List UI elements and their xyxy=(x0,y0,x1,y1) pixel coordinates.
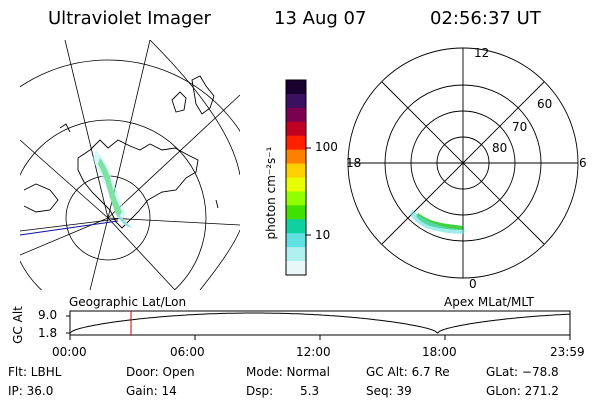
colorbar-segment xyxy=(286,191,306,206)
mode-info: Mode: Normal xyxy=(246,365,330,379)
polar-meridian-diag xyxy=(381,81,545,245)
orbit-altitude-curve xyxy=(69,312,571,334)
mlt-6-label: 6 xyxy=(579,156,587,170)
coast-fragment xyxy=(23,183,59,213)
aurora-halo xyxy=(92,150,126,222)
instrument-title: Ultraviolet Imager xyxy=(48,8,211,29)
orbit-x-label-0: 00:00 xyxy=(52,345,87,359)
geo-meridian xyxy=(64,40,109,219)
orbit-x-label-4: 23:59 xyxy=(550,345,585,359)
gc-alt-info: GC Alt: 6.7 Re xyxy=(366,365,450,379)
seq-info: Seq: 39 xyxy=(366,384,412,398)
gain-info: Gain: 14 xyxy=(126,384,177,398)
orbit-x-label-1: 06:00 xyxy=(170,345,205,359)
geo-meridian xyxy=(89,217,109,290)
geo-lat-circle xyxy=(20,59,240,132)
colorbar-segment xyxy=(286,163,306,178)
date-label: 13 Aug 07 xyxy=(274,8,367,29)
colorbar-segment xyxy=(286,149,306,165)
coast-fragment xyxy=(215,199,219,209)
coast-fragment xyxy=(59,123,71,133)
colorbar-segment xyxy=(286,219,306,234)
geo-panel-caption: Geographic Lat/Lon xyxy=(69,295,187,309)
polar-panel-caption: Apex MLat/MLT xyxy=(444,295,534,309)
dsp-label: Dsp: xyxy=(246,384,274,398)
polar-aurora xyxy=(410,210,465,234)
colorbar-segment xyxy=(286,80,306,95)
mlt-12-label: 12 xyxy=(474,46,490,60)
mlt-18-label: 18 xyxy=(346,156,362,170)
orbit-x-ticks xyxy=(69,335,571,340)
coast-fragment xyxy=(191,75,215,115)
glat-info: GLat: −78.8 xyxy=(486,365,559,379)
lat-70-label: 70 xyxy=(512,120,528,134)
colorbar-segment xyxy=(286,205,306,220)
antarctica-coast xyxy=(77,139,199,229)
track-line xyxy=(19,218,119,232)
polar-grid xyxy=(347,47,579,279)
geo-limb xyxy=(199,229,240,290)
time-label: 02:56:37 UT xyxy=(430,8,541,29)
geo-meridian xyxy=(20,139,109,219)
geo-aurora xyxy=(92,150,132,228)
mlt-0-label: 0 xyxy=(469,277,477,291)
colorbar-frame xyxy=(285,79,307,276)
colorbar-segment xyxy=(286,233,306,248)
track-line xyxy=(19,220,119,236)
ip-info: IP: 36.0 xyxy=(8,384,54,398)
orbit-y-top-label: 9.0 xyxy=(38,308,58,322)
lat-80-label: 80 xyxy=(492,141,508,155)
dsp-value: 5.3 xyxy=(300,384,320,398)
colorbar-label-100: 100 xyxy=(315,140,338,154)
geo-meridian xyxy=(107,217,176,290)
colorbar-segment xyxy=(286,107,306,123)
orbit-x-label-3: 18:00 xyxy=(422,345,457,359)
filter-info: Flt: LBHL xyxy=(8,365,62,379)
colorbar-segment xyxy=(286,177,306,192)
polar-aurora-halo xyxy=(410,210,465,234)
geo-meridian xyxy=(107,94,240,219)
lat-60-label: 60 xyxy=(537,97,553,111)
colorbar-segment xyxy=(286,261,306,276)
coast-fragment xyxy=(171,91,187,113)
orbit-y-axis-label: GC Alt xyxy=(11,306,25,344)
colorbar-unit-label: photon cm⁻²s⁻¹ xyxy=(264,146,278,240)
colorbar-segment xyxy=(286,247,306,262)
glon-info: GLon: 271.2 xyxy=(486,384,559,398)
geo-meridian xyxy=(20,217,109,256)
geo-lat-circle xyxy=(20,119,207,290)
aurora-tail xyxy=(118,214,132,228)
orbit-y-bottom-label: 1.8 xyxy=(38,326,58,340)
colorbar-segment xyxy=(286,135,306,151)
geo-meridian xyxy=(107,217,240,226)
geo-limb xyxy=(149,40,240,176)
polar-aurora-core xyxy=(416,213,463,230)
colorbar xyxy=(285,79,307,276)
colorbar-label-10: 10 xyxy=(315,228,331,242)
geo-coastlines xyxy=(23,75,219,229)
colorbar-segment xyxy=(286,93,306,109)
colorbar-segment xyxy=(286,121,306,137)
orbit-x-label-2: 12:00 xyxy=(296,345,331,359)
door-info: Door: Open xyxy=(126,365,195,379)
